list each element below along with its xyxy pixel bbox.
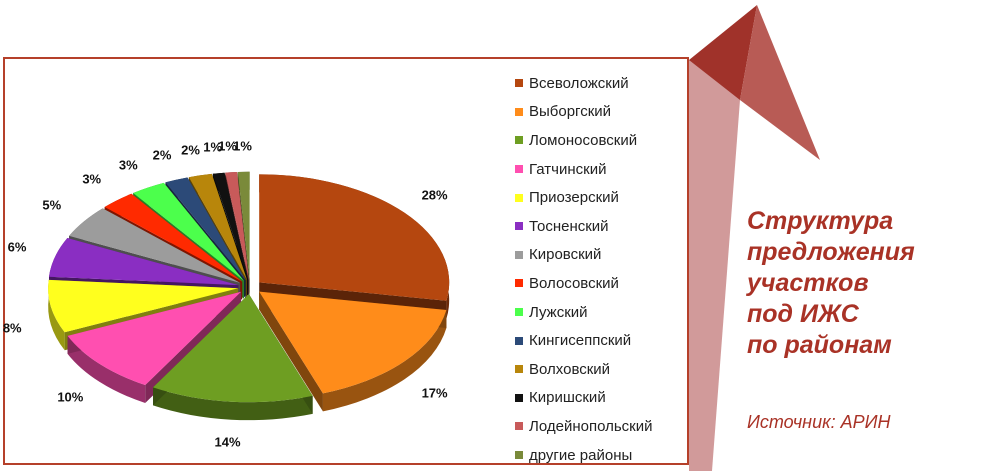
pie-slice-top bbox=[48, 238, 239, 286]
percent-label: 2% bbox=[152, 147, 172, 163]
pie-slice-top bbox=[259, 291, 447, 394]
legend-item: Волосовский bbox=[515, 269, 652, 298]
pie-slice-top bbox=[48, 279, 239, 333]
arrow-tail-band bbox=[689, 60, 740, 471]
legend-label: Лужский bbox=[529, 303, 588, 321]
percent-label: 28% bbox=[421, 187, 448, 203]
legend-label: Лодейнопольский bbox=[529, 417, 653, 435]
legend-swatch bbox=[515, 165, 523, 174]
legend-swatch bbox=[515, 393, 523, 402]
legend-swatch bbox=[515, 79, 523, 88]
pie-slice-2 bbox=[153, 294, 313, 421]
legend-swatch bbox=[515, 336, 523, 345]
pie-slice-wall bbox=[259, 291, 323, 412]
pie-slice-side bbox=[48, 279, 65, 351]
legend-item: Лужский bbox=[515, 298, 652, 327]
legend-swatch bbox=[515, 308, 523, 317]
legend-swatch bbox=[515, 193, 523, 202]
pie-slice-side bbox=[322, 310, 447, 412]
pie-slice-side bbox=[67, 335, 146, 404]
title-line: под ИЖС bbox=[747, 300, 859, 328]
title-line: Структура bbox=[747, 207, 894, 235]
percent-label: 10% bbox=[57, 389, 84, 405]
percent-label: 5% bbox=[42, 197, 62, 213]
legend-label: Волосовский bbox=[529, 274, 619, 292]
title-line: по районам bbox=[747, 331, 892, 359]
pie-slice-top bbox=[133, 182, 244, 281]
legend-item: Всеволожский bbox=[515, 69, 652, 98]
legend-label: Гатчинский bbox=[529, 160, 607, 178]
legend-label: Кингисеппский bbox=[529, 332, 632, 350]
chart-frame: 28% 17% 14% 10% 8% 6% 5% 3% 3% 2% 2% 1% 1% 1% Всеволо… bbox=[3, 57, 689, 465]
pie-slice-top bbox=[153, 294, 313, 403]
legend-label: Всеволожский bbox=[529, 74, 629, 92]
percent-label: 3% bbox=[82, 171, 102, 187]
title-line: участков bbox=[747, 269, 869, 297]
legend-item: Ломоносовский bbox=[515, 126, 652, 155]
pie-slice-top bbox=[259, 174, 450, 301]
legend-swatch bbox=[515, 365, 523, 374]
legend-label: Киришский bbox=[529, 389, 606, 407]
legend-item: Гатчинский bbox=[515, 155, 652, 184]
legend-label: Волховский bbox=[529, 360, 611, 378]
chart-title: Структура предложения участков под ИЖС п… bbox=[747, 206, 915, 361]
percent-label: 6% bbox=[7, 239, 27, 255]
percent-label: 17% bbox=[421, 385, 448, 401]
legend-swatch bbox=[515, 107, 523, 116]
legend-swatch bbox=[515, 136, 523, 145]
percent-label: 1% bbox=[203, 139, 223, 155]
pie-slice-top bbox=[104, 193, 243, 282]
pie-chart bbox=[48, 171, 450, 421]
legend-label: Ломоносовский bbox=[529, 131, 638, 149]
legend-item: Кингисеппский bbox=[515, 326, 652, 355]
legend-swatch bbox=[515, 222, 523, 231]
legend-label: другие районы bbox=[529, 446, 633, 464]
percent-labels: 28% 17% 14% 10% 8% 6% 5% 3% 3% 2% 2% 1% 1% 1% bbox=[2, 59, 691, 467]
legend-label: Тосненский bbox=[529, 217, 609, 235]
legend-label: Кировский bbox=[529, 246, 602, 264]
percent-label: 14% bbox=[214, 434, 241, 450]
arrow-head-right bbox=[740, 5, 820, 160]
pie-slice-top bbox=[188, 173, 248, 281]
legend-item: Выборгский bbox=[515, 98, 652, 127]
pie-slice-top bbox=[165, 177, 246, 281]
legend-item: Киришский bbox=[515, 384, 652, 413]
title-line: предложения bbox=[747, 238, 915, 266]
legend-swatch bbox=[515, 250, 523, 259]
legend-label: Выборгский bbox=[529, 103, 612, 121]
legend-swatch bbox=[515, 422, 523, 431]
legend-item: Тосненский bbox=[515, 212, 652, 241]
pie-slice-top bbox=[69, 208, 241, 283]
pie-slice-side bbox=[153, 387, 313, 421]
percent-label: 8% bbox=[2, 320, 22, 336]
percent-label: 2% bbox=[181, 142, 200, 158]
source-note: Источник: АРИН bbox=[747, 412, 891, 432]
pie-slice-top bbox=[212, 172, 249, 280]
legend-item: Лодейнопольский bbox=[515, 412, 652, 441]
legend-item: Приозерский bbox=[515, 183, 652, 212]
legend-swatch bbox=[515, 451, 523, 460]
legend-item: Волховский bbox=[515, 355, 652, 384]
chart-legend: Всеволожский Выборгский Ломоносовский Гатчи… bbox=[515, 69, 652, 469]
pie-slice-top bbox=[237, 171, 250, 280]
legend-label: Приозерский bbox=[529, 189, 619, 207]
pie-slice-top bbox=[225, 172, 249, 280]
percent-label: 1% bbox=[233, 138, 252, 154]
pie-slice-1 bbox=[259, 291, 447, 412]
legend-item: Кировский bbox=[515, 241, 652, 270]
pie-slice-top bbox=[67, 291, 242, 386]
percent-label: 3% bbox=[118, 157, 138, 173]
legend-swatch bbox=[515, 279, 523, 288]
percent-label: 1% bbox=[218, 138, 237, 154]
legend-item: другие районы bbox=[515, 441, 652, 470]
arrow-head-left bbox=[689, 5, 757, 100]
